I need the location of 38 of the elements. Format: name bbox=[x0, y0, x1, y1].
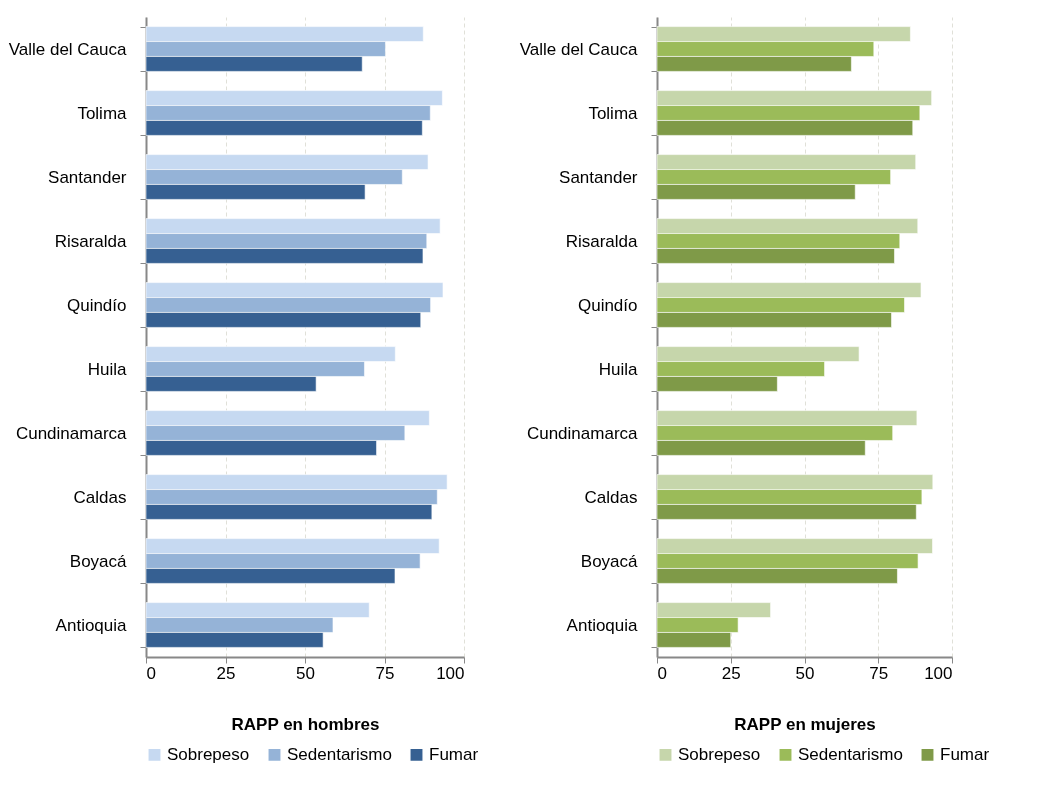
legend-label: Sedentarismo bbox=[287, 744, 392, 764]
legend-label: Sedentarismo bbox=[798, 744, 903, 764]
legend-label: Sobrepeso bbox=[167, 744, 250, 764]
y-tick-label: Santander bbox=[559, 167, 638, 187]
y-tick-label: Tolima bbox=[588, 103, 639, 123]
y-tick-label: Boyacá bbox=[69, 551, 128, 571]
y-tick-label: Quindío bbox=[577, 295, 638, 315]
y-tick-label: Santander bbox=[48, 167, 127, 187]
legend-label: Sobrepeso bbox=[678, 744, 761, 764]
x-tick-label: 100 bbox=[436, 663, 465, 683]
x-tick-label: 25 bbox=[721, 663, 741, 683]
y-tick-label: Risaralda bbox=[565, 231, 639, 251]
y-tick-label: Tolima bbox=[77, 103, 128, 123]
y-tick-label: Antioquia bbox=[55, 615, 128, 635]
y-tick-label: Boyacá bbox=[580, 551, 639, 571]
y-tick-label: Cundinamarca bbox=[526, 423, 639, 443]
x-tick-label: 25 bbox=[216, 663, 236, 683]
y-tick-label: Valle del Cauca bbox=[8, 39, 128, 59]
x-tick-label: 0 bbox=[657, 663, 667, 683]
legend-label: Fumar bbox=[940, 744, 990, 764]
y-tick-label: Risaralda bbox=[54, 231, 128, 251]
y-tick-label: Huila bbox=[87, 359, 128, 379]
x-tick-label: 0 bbox=[146, 663, 156, 683]
x-tick-label: 50 bbox=[795, 663, 815, 683]
x-axis-title: RAPP en mujeres bbox=[734, 714, 876, 734]
x-tick-label: 100 bbox=[924, 663, 953, 683]
y-tick-label: Cundinamarca bbox=[15, 423, 128, 443]
y-tick-label: Antioquia bbox=[566, 615, 639, 635]
x-tick-label: 75 bbox=[869, 663, 889, 683]
x-tick-label: 50 bbox=[296, 663, 315, 683]
y-tick-label: Valle del Cauca bbox=[519, 39, 639, 59]
y-tick-label: Caldas bbox=[584, 487, 638, 507]
y-tick-label: Huila bbox=[598, 359, 639, 379]
x-tick-label: 75 bbox=[375, 663, 395, 683]
legend-label: Fumar bbox=[429, 744, 479, 764]
y-tick-label: Quindío bbox=[66, 295, 127, 315]
x-axis-title: RAPP en hombres bbox=[231, 714, 380, 734]
y-tick-label: Caldas bbox=[73, 487, 127, 507]
